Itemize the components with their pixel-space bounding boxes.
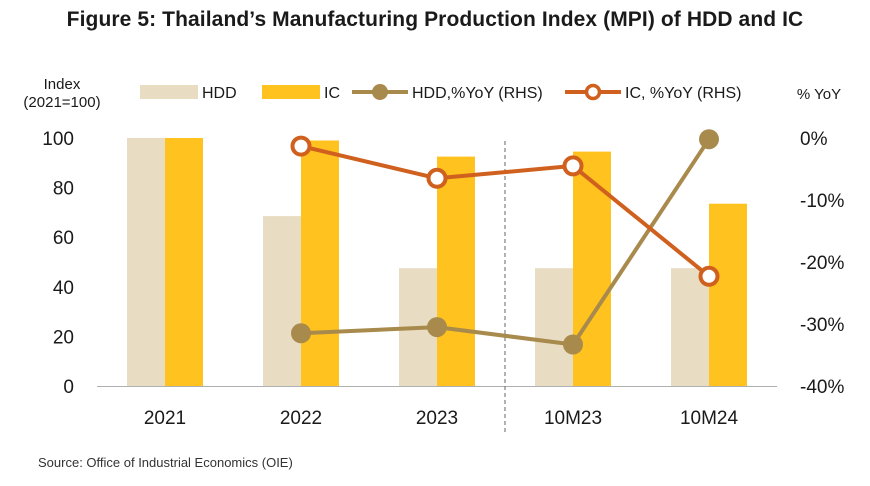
line-hdd-yoy xyxy=(300,138,711,347)
bar-hdd-10m24 xyxy=(671,268,709,386)
legend-hdd-yoy-rhs-swatch-marker xyxy=(372,84,388,100)
axis-layer xyxy=(97,141,777,434)
right-tick-label: -30% xyxy=(800,315,844,336)
legend-hdd-label: HDD xyxy=(202,85,237,102)
bar-ic-2021 xyxy=(165,138,203,386)
labels-layer: 0 20 40 60 80 100 0% -10% -20% -30% -40% 2021 2022 20… xyxy=(23,76,844,429)
bar-ic-2022 xyxy=(301,140,339,386)
bar-hdd-10m23 xyxy=(535,268,573,386)
left-tick-label: 40 xyxy=(53,278,74,299)
marker-ic-yoy-10m24 xyxy=(698,265,720,287)
bars-layer xyxy=(127,138,747,386)
marker-ic-yoy-2022 xyxy=(290,135,312,157)
bar-hdd-2021 xyxy=(127,138,165,386)
marker-hdd-yoy-2023 xyxy=(427,317,447,338)
legend-ic-label: IC xyxy=(324,85,340,102)
marker-hdd-yoy-10m24 xyxy=(699,129,719,150)
category-label: 2021 xyxy=(144,408,186,429)
left-tick-label: 0 xyxy=(63,377,74,398)
marker-ic-yoy-10m23 xyxy=(562,155,584,177)
left-tick-label: 100 xyxy=(42,129,74,150)
legend-ic-yoy-rhs-label: IC, %YoY (RHS) xyxy=(625,85,741,102)
category-label: 10M23 xyxy=(544,408,602,429)
legend-ic-swatch xyxy=(262,85,320,99)
bar-ic-10m24 xyxy=(709,203,747,386)
right-tick-label: -20% xyxy=(800,253,844,274)
bar-ic-2023 xyxy=(437,156,475,386)
legend: HDD IC HDD,%YoY (RHS) IC, %YoY (RHS) xyxy=(140,83,741,102)
right-tick-label: 0% xyxy=(800,129,828,150)
left-tick-label: 80 xyxy=(53,179,74,200)
left-axis-subtitle: (2021=100) xyxy=(23,94,100,111)
bar-hdd-2022 xyxy=(263,216,301,386)
source-note: Source: Office of Industrial Economics (… xyxy=(38,455,293,470)
lines-layer xyxy=(290,129,720,355)
left-axis-title: Index xyxy=(44,76,81,93)
left-tick-label: 60 xyxy=(53,228,74,249)
marker-ic-yoy-2023 xyxy=(426,167,448,189)
left-tick-label: 20 xyxy=(53,327,74,348)
right-tick-label: -10% xyxy=(800,191,844,212)
legend-ic-yoy-rhs-swatch-marker xyxy=(584,83,602,101)
legend-hdd-swatch xyxy=(140,85,198,99)
right-tick-label: -40% xyxy=(800,377,844,398)
marker-hdd-yoy-10m23 xyxy=(563,334,583,355)
category-label: 2023 xyxy=(416,408,458,429)
category-label: 10M24 xyxy=(680,408,739,429)
right-axis-title: % YoY xyxy=(797,86,841,103)
category-label: 2022 xyxy=(280,408,322,429)
legend-hdd-yoy-rhs-label: HDD,%YoY (RHS) xyxy=(412,85,543,102)
line-ic-yoy xyxy=(300,144,711,278)
chart-title: Figure 5: Thailand’s Manufacturing Produ… xyxy=(66,8,804,31)
marker-hdd-yoy-2022 xyxy=(291,323,311,344)
